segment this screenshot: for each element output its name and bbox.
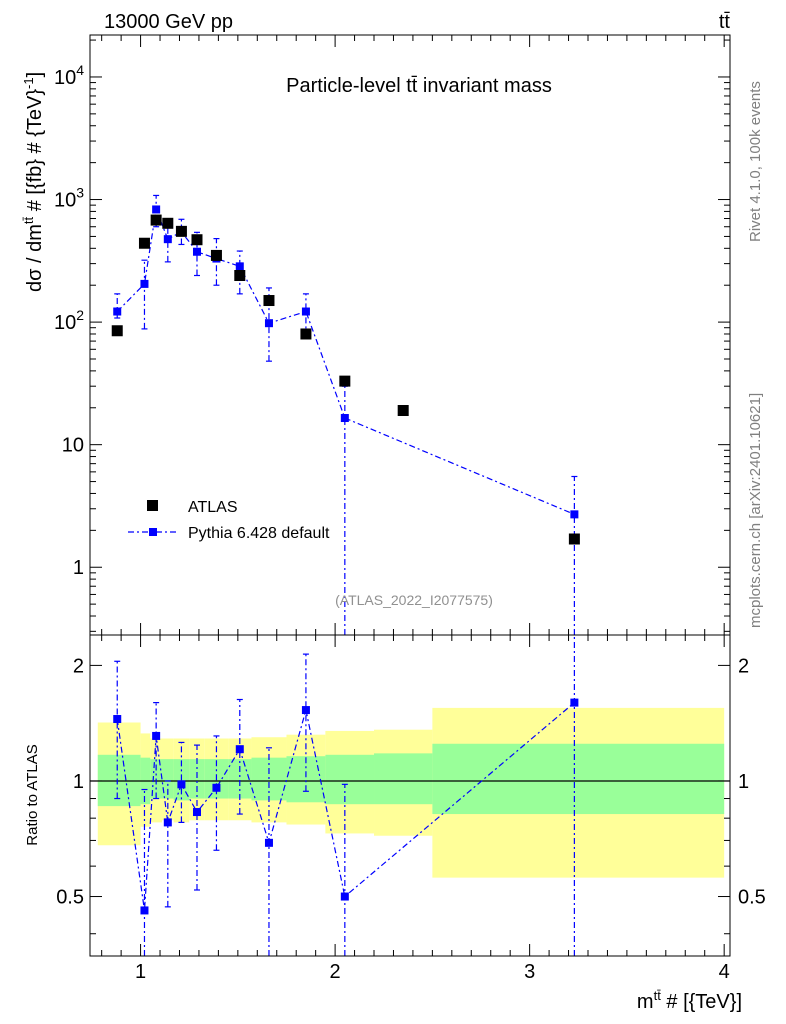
main-ytick-label: 1 (73, 557, 84, 579)
atlas-point (234, 270, 246, 282)
atlas-point (339, 375, 351, 387)
header-right: tt̄ (719, 11, 731, 33)
pythia-point (235, 262, 244, 271)
pythia-line (116, 207, 575, 515)
legend-atlas-label: ATLAS (188, 499, 238, 516)
main-ylabel-main: dσ / dm (24, 224, 46, 292)
ratio-ylabel: Ratio to ATLAS (24, 744, 41, 845)
atlas-point (397, 405, 409, 417)
pythia-point (163, 235, 172, 244)
x-axis-label-sup: tt̄ (654, 988, 662, 1003)
main-ytick-label: 10 (62, 435, 84, 457)
ratio-ytick-label-right: 0.5 (738, 887, 766, 909)
ratio-pythia-point (192, 808, 201, 817)
legend-pythia-label: Pythia 6.428 default (188, 525, 330, 542)
x-axis-label-rest: # [{TeV}] (661, 991, 742, 1013)
x-tick-label: 3 (524, 961, 535, 983)
ratio-ytick-label-left: 0.5 (56, 887, 84, 909)
atlas-point (162, 217, 174, 229)
main-ylabel-sup: tt̄ (21, 216, 36, 224)
pythia-point (152, 205, 161, 214)
legend: ATLAS Pythia 6.428 default (128, 499, 330, 542)
main-ylabel-sup2: -1 (21, 77, 36, 89)
main-ylabel: dσ / dmtt̄ # [{fb} # {TeV}-1] (21, 72, 46, 292)
atlas-point (138, 237, 150, 249)
main-ytick-label-sup: 4 (76, 62, 84, 78)
main-ytick-label: 102 (54, 307, 84, 334)
ratio-pythia-point (340, 892, 349, 901)
legend-pythia-marker (149, 528, 157, 536)
atlas-point (210, 249, 222, 261)
main-ytick-label-base: 10 (54, 190, 76, 212)
ratio-ytick-label-right: 1 (738, 771, 749, 793)
pythia-point (113, 307, 122, 316)
ratio-ytick-label-right: 2 (738, 655, 749, 677)
pythia-point (340, 414, 349, 423)
pythia-point (570, 510, 579, 519)
atlas-point (150, 214, 162, 226)
main-ylabel-end: ] (24, 72, 46, 78)
ratio-pythia-point (113, 715, 122, 724)
main-ytick-label-sup: 2 (76, 307, 84, 323)
ratio-pythia-point (177, 780, 186, 789)
main-watermark: (ATLAS_2022_I2077575) (335, 592, 493, 608)
rivet-label: Rivet 4.1.0, 100k events (747, 81, 764, 242)
ratio-pythia-point (163, 818, 172, 827)
atlas-point (568, 533, 580, 545)
ratio-band-inner (374, 753, 433, 805)
ratio-band-inner (286, 756, 326, 803)
ratio-pythia-line (116, 702, 575, 911)
x-axis-label: mtt̄ # [{TeV}] (637, 988, 742, 1013)
ratio-pythia-point (235, 745, 244, 754)
legend-atlas-marker (147, 500, 158, 511)
pythia-point (192, 247, 201, 256)
main-ytick-label-base: 10 (54, 67, 76, 89)
x-tick-label: 4 (719, 961, 730, 983)
ratio-pythia-point (212, 783, 221, 792)
ratio-ytick-label-left: 2 (73, 655, 84, 677)
x-tick-label: 1 (135, 961, 146, 983)
atlas-point (263, 295, 275, 307)
ratio-marks (90, 635, 730, 956)
ratio-band-inner (228, 759, 252, 799)
atlas-point (191, 234, 203, 246)
main-title: Particle-level tt̄ invariant mass (286, 75, 552, 97)
pythia-point (301, 307, 310, 316)
x-axis-label-main: m (637, 991, 654, 1013)
pythia-point (140, 279, 149, 288)
mcplots-label: mcplots.cern.ch [arXiv:2401.10621] (747, 393, 764, 628)
ratio-pythia-point (152, 731, 161, 740)
ratio-pythia-point (570, 698, 579, 707)
main-marks (111, 194, 580, 635)
x-tick-label: 2 (330, 961, 341, 983)
ratio-ticks: 0.5 0.5 1 1 2 2 1 2 3 4 (56, 635, 766, 983)
main-ytick-label-sup: 3 (76, 185, 84, 201)
main-ytick-label-base: 10 (54, 312, 76, 334)
ratio-band-inner (189, 759, 205, 799)
ratio-band-inner (161, 759, 174, 799)
pythia-point (264, 319, 273, 328)
main-ytick-label: 103 (54, 185, 84, 212)
atlas-point (300, 328, 312, 340)
ratio-band-inner (432, 743, 725, 815)
ratio-band-inner (325, 754, 375, 805)
main-ytick-label: 104 (54, 62, 84, 89)
ratio-pythia-point (301, 706, 310, 715)
header-left: 13000 GeV pp (104, 11, 233, 33)
ratio-pythia-point (140, 906, 149, 915)
ratio-frame (89, 634, 731, 957)
ratio-panel: 0.5 0.5 1 1 2 2 1 2 3 4 Ratio to ATLAS mtt̄ # [{T… (24, 634, 766, 1013)
atlas-point (175, 225, 187, 237)
atlas-point (111, 325, 123, 337)
ratio-pythia-point (264, 838, 273, 847)
main-ylabel-rest: # [{fb} # {TeV} (24, 89, 46, 217)
main-frame (89, 34, 731, 636)
ratio-ytick-label-left: 1 (73, 771, 84, 793)
